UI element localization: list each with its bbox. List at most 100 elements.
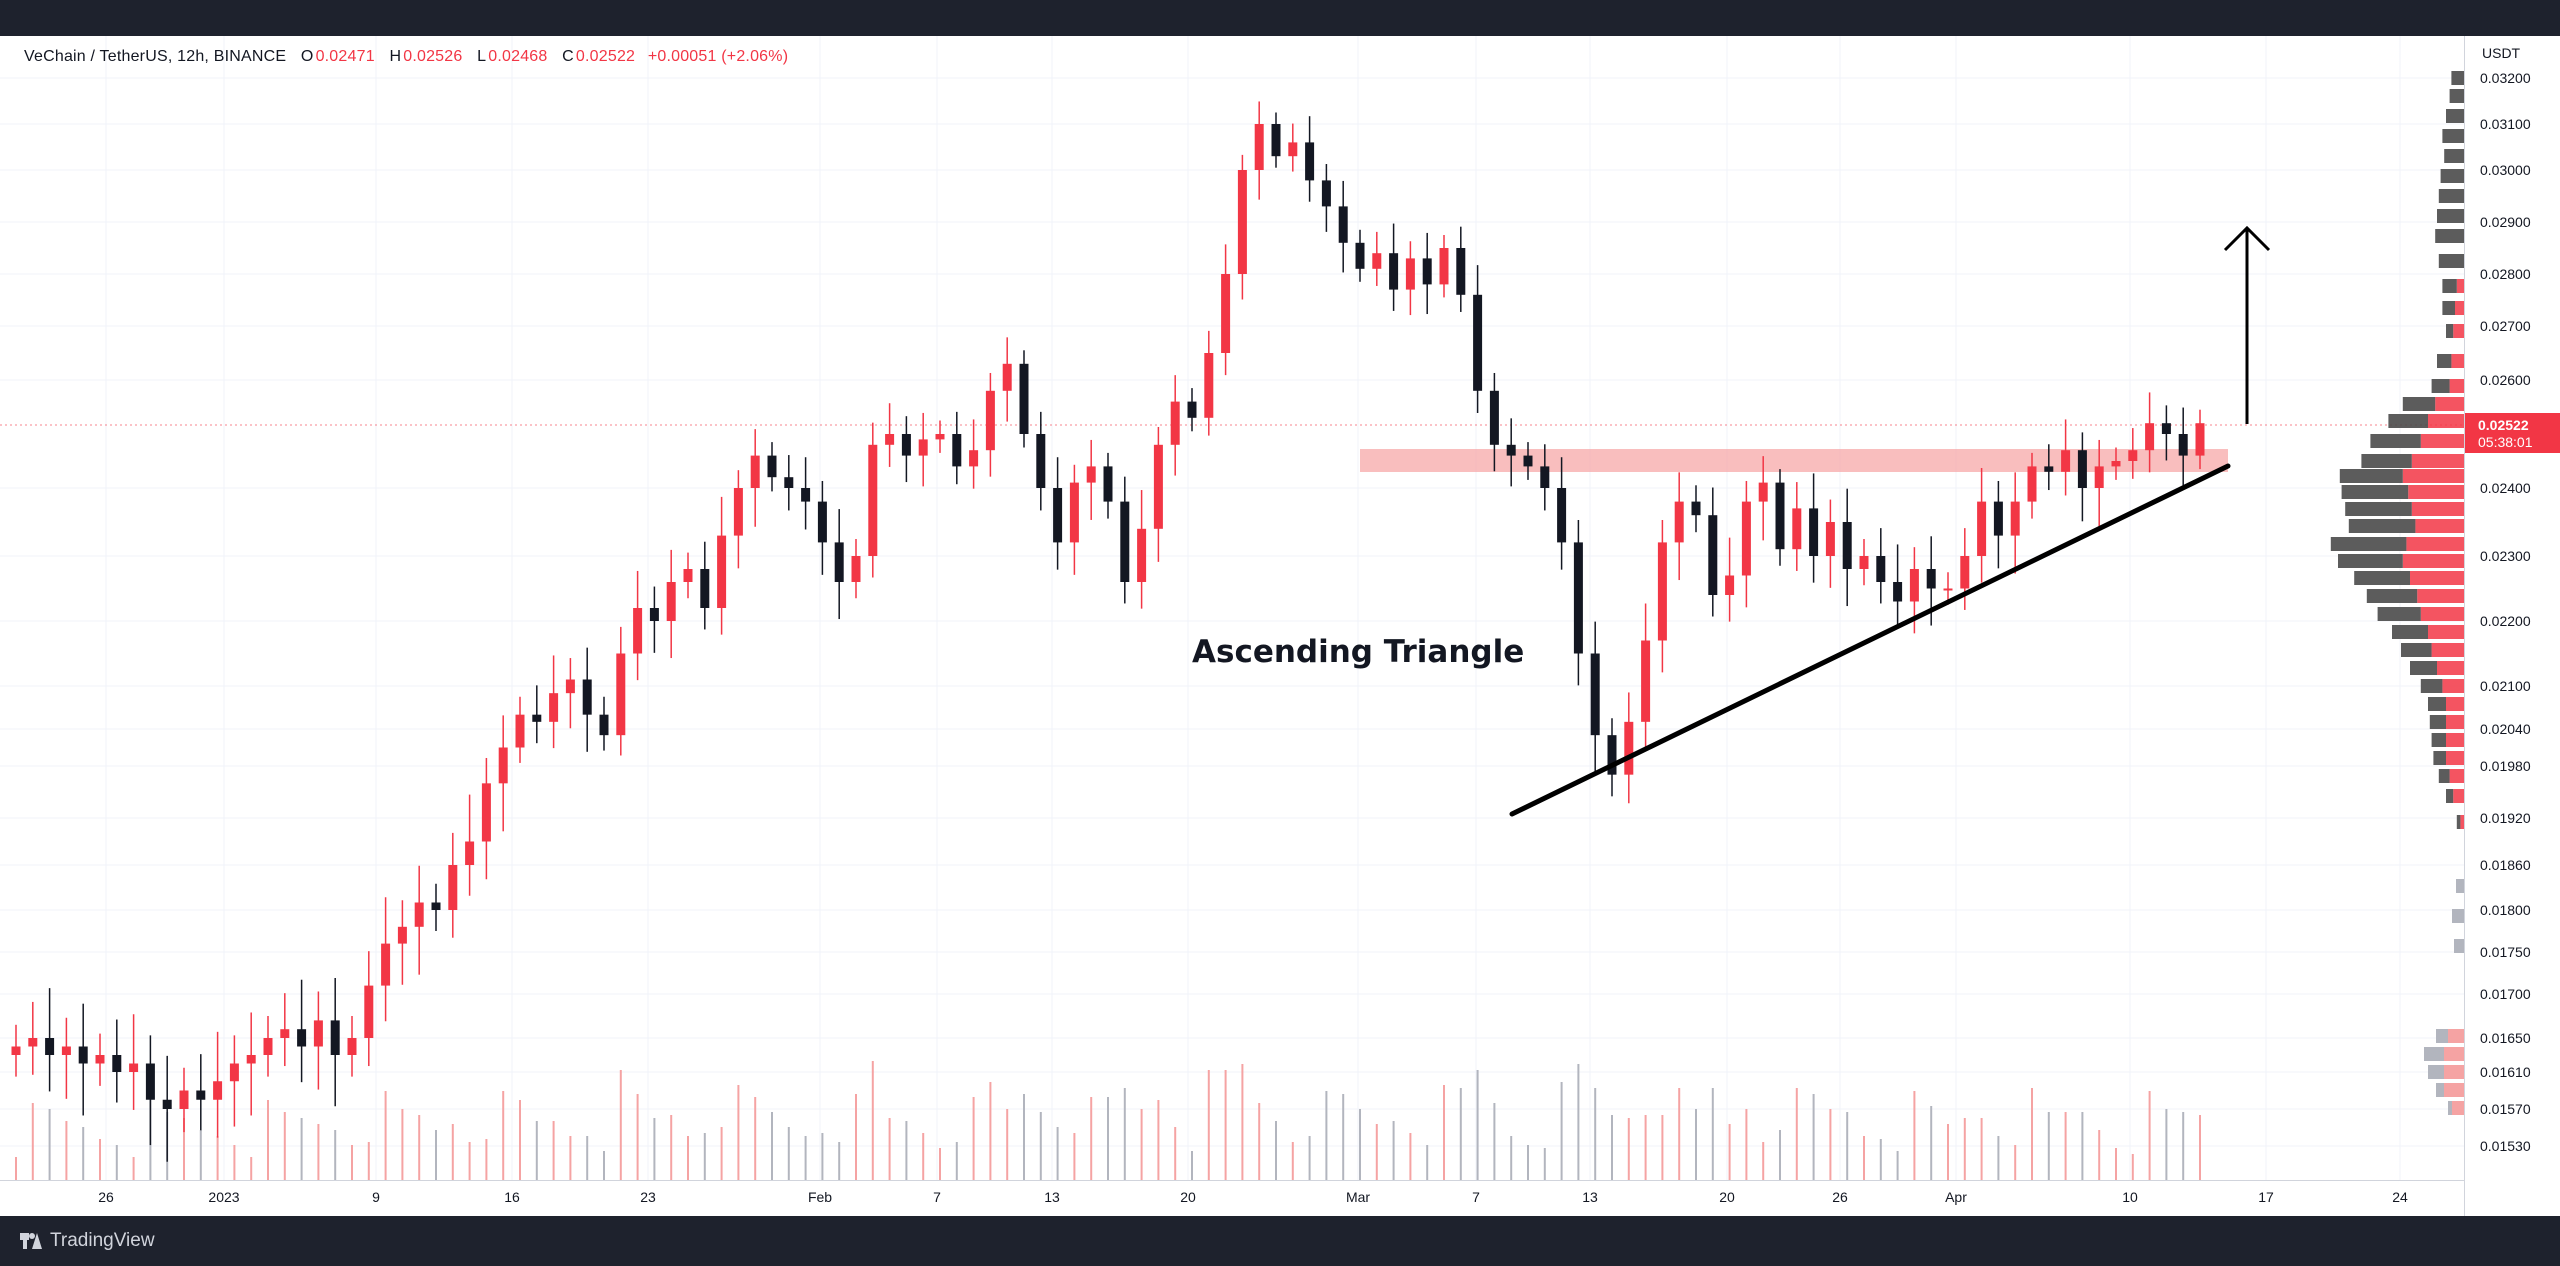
candle-body — [2161, 423, 2171, 434]
candle-body — [784, 477, 794, 488]
price-axis-currency: USDT — [2482, 45, 2521, 61]
tradingview-brand[interactable]: TradingView — [20, 1230, 155, 1252]
ascending-trendline[interactable] — [1509, 463, 2231, 817]
time-tick-label: 10 — [2122, 1189, 2138, 1205]
candle-body — [952, 434, 962, 467]
candle-body — [1825, 522, 1835, 556]
candle-body — [1153, 444, 1163, 529]
volume-profile-bar — [2448, 1029, 2464, 1043]
symbol-name[interactable]: VeChain / TetherUS, 12h, BINANCE — [24, 48, 287, 65]
annotation-ascending-triangle[interactable]: Ascending Triangle — [1192, 634, 1524, 670]
tradingview-logo-icon — [20, 1233, 42, 1249]
symbol-legend[interactable]: VeChain / TetherUS, 12h, BINANCE O 0.0247… — [24, 48, 788, 66]
candle-body — [515, 714, 525, 748]
candle-body — [11, 1046, 21, 1055]
low-value: 0.02468 — [488, 48, 548, 65]
candle-body — [1792, 508, 1802, 550]
volume-profile-bar — [2449, 769, 2464, 783]
candle-body — [2178, 434, 2188, 456]
volume-profile-bar — [2444, 1065, 2464, 1079]
candle-body — [1523, 455, 1533, 467]
volume-profile — [2330, 71, 2464, 1115]
candlestick-series — [11, 101, 2205, 1162]
volume-profile-bar — [2392, 625, 2428, 639]
volume-profile-bar — [2401, 643, 2432, 657]
candle-body — [414, 902, 424, 927]
volume-profile-bar — [2449, 379, 2464, 393]
volume-profile-bar — [2406, 537, 2464, 551]
volume-profile-bar — [2411, 454, 2464, 468]
volume-profile-bar — [2455, 301, 2464, 315]
candle-body — [817, 501, 827, 543]
price-tick-label: 0.02100 — [2480, 678, 2531, 694]
volume-profile-bar — [2453, 789, 2464, 803]
candle-body — [1926, 569, 1936, 589]
candle-body — [2010, 501, 2020, 536]
candle-body — [1439, 248, 1449, 285]
candle-body — [347, 1038, 357, 1055]
close-value: 0.02522 — [575, 48, 636, 65]
volume-profile-bar — [2446, 324, 2454, 338]
volume-profile-bar — [2453, 324, 2464, 338]
candle-body — [1540, 466, 1550, 488]
candle-body — [1389, 253, 1399, 290]
time-tick-label: 26 — [98, 1189, 114, 1205]
volume-profile-bar — [2428, 625, 2464, 639]
volume-profile-bar — [2442, 279, 2457, 293]
volume-profile-bar — [2435, 397, 2464, 411]
volume-bars — [15, 1061, 2201, 1180]
candle-body — [1456, 248, 1466, 295]
candle-body — [2195, 423, 2205, 456]
price-tick-label: 0.01610 — [2480, 1064, 2531, 1080]
volume-profile-bar — [2454, 939, 2464, 953]
volume-profile-bar — [2442, 679, 2464, 693]
brand-label: TradingView — [50, 1230, 155, 1251]
volume-profile-bar — [2428, 414, 2464, 428]
candle-body — [868, 444, 878, 556]
price-tick-label: 0.02600 — [2480, 372, 2531, 388]
high-value: 0.02526 — [403, 48, 463, 65]
price-tick-label: 0.01700 — [2480, 986, 2531, 1002]
price-tick-label: 0.01530 — [2480, 1138, 2531, 1154]
candle-body — [616, 653, 626, 736]
candle-body — [145, 1063, 155, 1100]
candle-body — [1204, 353, 1214, 418]
candle-body — [397, 926, 407, 944]
time-tick-label: 20 — [1719, 1189, 1735, 1205]
resistance-zone[interactable] — [1360, 449, 2228, 472]
price-tick-label: 0.02700 — [2480, 318, 2531, 334]
time-tick-label: 17 — [2258, 1189, 2274, 1205]
current-price-badge: 0.02522 05:38:01 — [2465, 413, 2560, 453]
volume-profile-bar — [2442, 129, 2464, 143]
price-tick-label: 0.01860 — [2480, 857, 2531, 873]
candle-body — [1288, 142, 1298, 157]
price-axis[interactable]: USDT 0.03200 0.03100 0.03000 0.02900 0.02800… — [2480, 45, 2531, 1154]
volume-profile-bar — [2446, 733, 2464, 747]
up-arrow-icon[interactable] — [2223, 225, 2271, 424]
chart-canvas[interactable]: Ascending Triangle USDT 0.03200 0.03100 0.… — [0, 36, 2560, 1216]
volume-profile-bar — [2410, 661, 2437, 675]
footer-bar: TradingView — [0, 1216, 2560, 1266]
time-axis[interactable]: 26 2023 9 16 23 Feb 7 13 20 Mar 7 13 20 26 Apr 10 17 24 — [98, 1189, 2408, 1205]
price-tick-label: 0.01920 — [2480, 810, 2531, 826]
candle-body — [1859, 556, 1869, 569]
time-tick-label: Apr — [1945, 1189, 1967, 1205]
candle-body — [1674, 501, 1684, 543]
chart-pane[interactable]: Ascending Triangle USDT 0.03200 0.03100 0.… — [0, 36, 2560, 1216]
candle-body — [901, 434, 911, 456]
candle-body — [1170, 401, 1180, 445]
candle-body — [1876, 556, 1886, 582]
candle-body — [633, 608, 643, 654]
candle-body — [129, 1063, 139, 1072]
high-label: H — [389, 48, 402, 65]
candle-body — [834, 542, 844, 582]
time-tick-label: 16 — [504, 1189, 520, 1205]
candle-body — [112, 1055, 122, 1072]
candle-body — [2061, 450, 2071, 472]
volume-profile-bar — [2402, 554, 2464, 568]
volume-profile-bar — [2339, 469, 2403, 483]
candle-body — [1977, 501, 1987, 556]
volume-profile-bar — [2338, 554, 2403, 568]
candle-body — [1909, 569, 1919, 602]
volume-profile-bar — [2442, 301, 2455, 315]
